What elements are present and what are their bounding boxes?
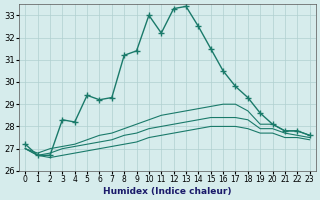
X-axis label: Humidex (Indice chaleur): Humidex (Indice chaleur)	[103, 187, 232, 196]
